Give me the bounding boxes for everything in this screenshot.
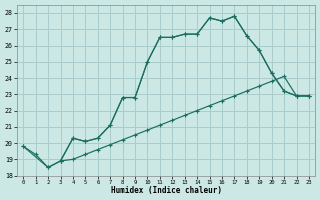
- X-axis label: Humidex (Indice chaleur): Humidex (Indice chaleur): [111, 186, 221, 195]
